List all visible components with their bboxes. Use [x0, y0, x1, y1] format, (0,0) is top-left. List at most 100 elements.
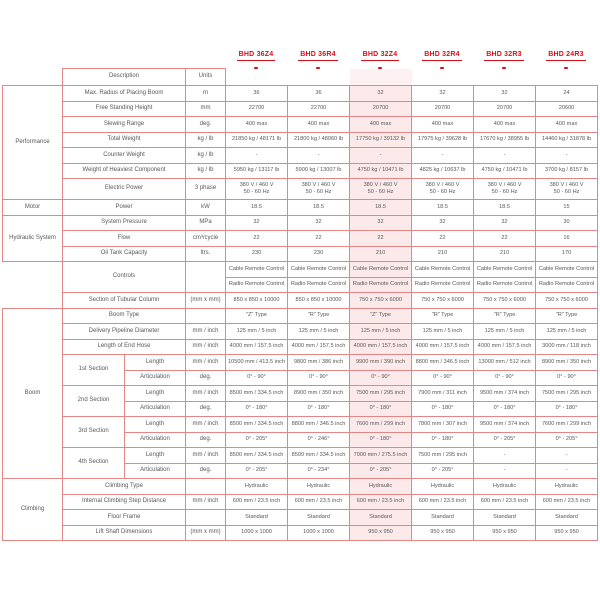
spec-row: 1st Section Length mm / inch 10500 mm / 413… [3, 354, 599, 386]
spec-value-cell: 17750 kg / 39132 lb [349, 131, 413, 148]
model-header: BHD 32R4 [411, 51, 473, 64]
spec-units-cell: m [185, 85, 227, 102]
spec-name-cell: Internal Climbing Step Distance [61, 493, 187, 510]
spec-value-cell: 13000 mm / 512 inch [473, 354, 537, 371]
spec-value-cell: - [535, 147, 599, 164]
spec-value-cell: Hydraulic [287, 478, 351, 495]
spec-value-cell: 400 max [349, 116, 413, 133]
spec-name-cell: Oil Tank Capacity [61, 245, 187, 262]
spec-value-cell: 32 [411, 85, 475, 102]
spec-subname-cell: Articulation [123, 400, 187, 417]
spec-value-cell: 0° - 180° [349, 431, 413, 448]
spec-name-cell: Boom Type [61, 307, 187, 324]
spec-value-cell: 30 [535, 214, 599, 231]
spec-value-cell: Hydraulic [535, 478, 599, 495]
spec-subname-cell: Length [123, 354, 187, 371]
spec-value-cell: 0° - 180° [349, 400, 413, 417]
spec-value-cell: 32 [473, 85, 537, 102]
spec-value-cell: 380 V / 460 V 50 - 60 Hz [473, 178, 537, 200]
spec-value-cell: 750 x 750 x 6000 [535, 292, 599, 309]
spec-value-cell: 125 mm / 5 inch [349, 323, 413, 340]
spec-value-cell: 8500 mm / 334.5 inch [225, 416, 289, 433]
spec-value-cell: 36 [287, 85, 351, 102]
spec-units-cell: deg. [185, 369, 227, 386]
spec-row: Electric Power 3 phase 380 V / 460 V 50 - … [3, 178, 599, 200]
spec-value-cell: 230 [287, 245, 351, 262]
spec-value-cell: 4000 mm / 157.5 inch [287, 338, 351, 355]
spec-table: Description Units Performance Max. Radius… [2, 68, 599, 541]
spec-value-cell: 0° - 205° [349, 462, 413, 479]
spec-value-cell: 21850 kg / 48171 lb [225, 131, 289, 148]
header-column-spacer [411, 68, 474, 86]
spec-value-cell: 400 max [473, 116, 537, 133]
spec-subname-cell: Length [123, 385, 187, 402]
spec-value-cell: 850 x 850 x 10000 [225, 292, 289, 309]
spec-value-cell: 17975 kg / 39628 lb [411, 131, 475, 148]
spec-value-cell: 9800 mm / 386 inch [287, 354, 351, 371]
spec-value-cell: 18.5 [411, 199, 475, 216]
spec-value-cell: 20700 [349, 100, 413, 117]
spec-units-cell: mm / inch [185, 338, 227, 355]
spec-value-cell: 125 mm / 5 inch [225, 323, 289, 340]
spec-row: Boom Boom Type "Z" Type "R" Type "Z" Type "R"… [2, 307, 599, 479]
spec-value-cell: 4000 mm / 157.5 inch [473, 338, 537, 355]
spec-value-cell: 4000 mm / 157.5 inch [225, 338, 289, 355]
spec-value-cell: 22700 [287, 100, 351, 117]
spec-value-cell: Standard [287, 509, 351, 526]
spec-value-cell: 0° - 90° [411, 369, 475, 386]
spec-row: Oil Tank Capacity ltrs. 230 230 210 210 210 170 [3, 245, 599, 262]
spec-value-cell: 1000 x 1000 [287, 524, 351, 541]
model-header: BHD 36Z4 [225, 51, 287, 64]
spec-name-cell: Slewing Range [61, 116, 187, 133]
spec-units-cell: kg / lb [185, 131, 227, 148]
spec-value-cell: 22 [349, 230, 413, 247]
spec-value-cell: 0° - 180° [225, 400, 289, 417]
spec-value-cell: 380 V / 460 V 50 - 60 Hz [411, 178, 475, 200]
spec-name-cell: Free Standing Height [61, 100, 187, 117]
spec-name-cell: Counter Weight [61, 147, 187, 164]
spec-name-cell: Section of Tubular Column [61, 292, 187, 309]
model-header-label: BHD 36R4 [298, 51, 338, 61]
spec-subname-cell: Length [123, 447, 187, 464]
spec-name-cell: Flow [61, 230, 187, 247]
spec-value-cell: 8500 mm / 334.5 inch [287, 447, 351, 464]
spec-value-cell: 0° - 205° [535, 431, 599, 448]
spec-value-cell: 4000 mm / 157.5 inch [349, 338, 413, 355]
spec-name-cell: Climbing Type [61, 478, 187, 495]
spec-value-cell: 32 [349, 85, 413, 102]
spec-units-cell [185, 261, 227, 293]
spec-value-cell: Hydraulic [473, 478, 537, 495]
spec-row: 3rd Section Length mm / inch 8500 mm / 334.… [3, 416, 599, 448]
spec-value-cell: Radio Remote Control [225, 276, 289, 293]
spec-units-cell: ltrs. [185, 245, 227, 262]
spec-value-cell: 380 V / 460 V 50 - 60 Hz [349, 178, 413, 200]
group-spacer-cell [2, 261, 63, 308]
spec-value-cell: Radio Remote Control [535, 276, 599, 293]
spec-value-cell: 125 mm / 5 inch [411, 323, 475, 340]
model-header-label: BHD 32R4 [422, 51, 462, 61]
spec-name-cell: Delivery Pipeline Diameter [61, 323, 187, 340]
spec-value-cell: 400 max [411, 116, 475, 133]
spec-value-cell: 0° - 205° [473, 431, 537, 448]
spec-value-cell: 600 mm / 23.5 inch [535, 493, 599, 510]
spec-value-cell: Standard [225, 509, 289, 526]
header-column-spacer [473, 68, 536, 86]
spec-value-cell: "Z" Type [225, 307, 289, 324]
spec-value-cell: 7500 mm / 295 inch [349, 385, 413, 402]
spec-units-cell [185, 307, 227, 324]
spec-row: Hydraulic System System Pressure MPa 32 32 32… [2, 214, 599, 262]
spec-row: Radio Remote Control Radio Remote Control… [3, 276, 599, 293]
spec-value-cell: 8900 mm / 350 inch [287, 385, 351, 402]
spec-value-cell: 9500 mm / 374 inch [473, 416, 537, 433]
spec-value-cell: 0° - 180° [411, 431, 475, 448]
spec-value-cell: 8500 mm / 334.5 inch [225, 447, 289, 464]
spec-value-cell: Radio Remote Control [411, 276, 475, 293]
model-header: BHD 24R3 [535, 51, 597, 64]
spec-value-cell: Radio Remote Control [349, 276, 413, 293]
spec-value-cell: - [225, 147, 289, 164]
spec-value-cell: 600 mm / 23.5 inch [225, 493, 289, 510]
spec-value-cell: 15 [535, 199, 599, 216]
spec-value-cell: 600 mm / 23.5 inch [411, 493, 475, 510]
spec-value-cell: 7600 mm / 299 inch [349, 416, 413, 433]
spec-row: Climbing Climbing Type Hydraulic Hydraulic H… [2, 478, 599, 541]
